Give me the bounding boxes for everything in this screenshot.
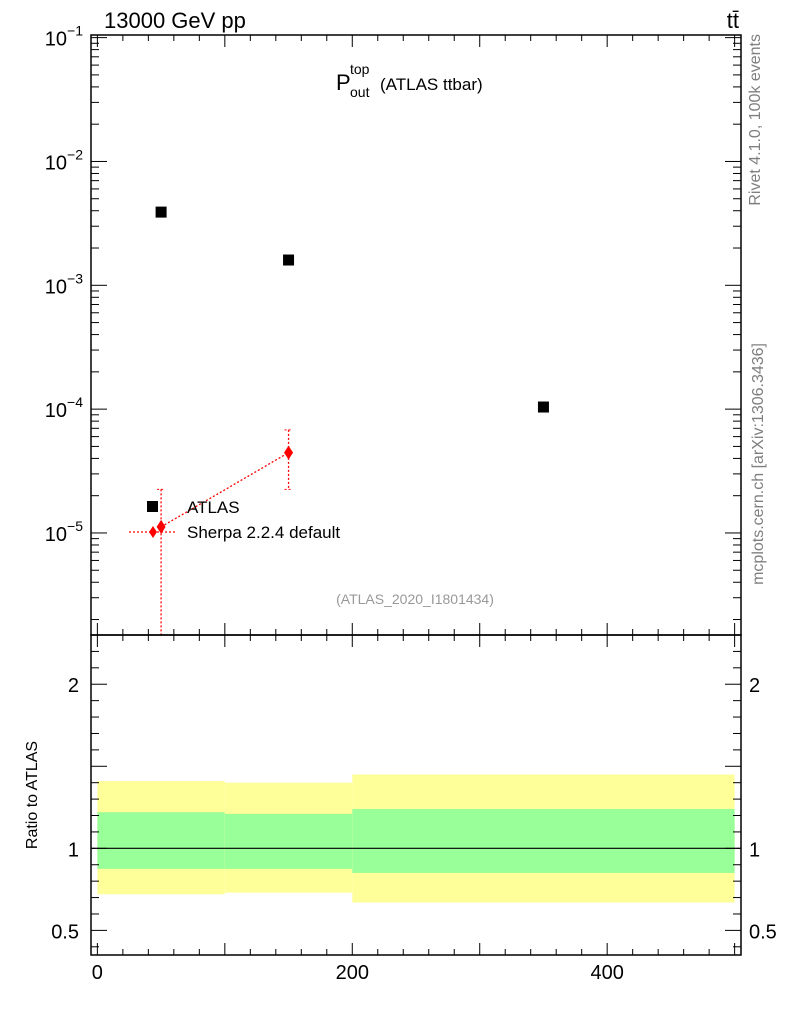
main-frame: [90, 34, 742, 636]
legend-atlas-label: ATLAS: [187, 498, 240, 517]
sherpa-line: [160, 452, 289, 528]
ratio-x-tick-label: 200: [336, 962, 369, 984]
main-y-tick-label: 10−2: [45, 146, 83, 174]
atlas-point: [537, 401, 549, 413]
main-y-tick-label: 10−5: [45, 518, 83, 546]
legend: ATLAS Sherpa 2.2.4 default: [129, 498, 340, 542]
legend-sherpa-marker: [149, 526, 157, 538]
ratio-y-tick-label-right: 1: [749, 839, 760, 861]
ratio-y-tick-label-left: 0.5: [51, 921, 79, 943]
ratio-x-tick-label: 0: [92, 962, 103, 984]
atlas-point: [283, 254, 295, 266]
ratio-band-inner: [352, 808, 735, 873]
plot-title-rest: (ATLAS ttbar): [380, 75, 483, 94]
plot-title-sub: out: [350, 84, 370, 100]
main-panel: 10−1 10−2 10−3 10−4 10−5 P top out (ATLAS tt…: [45, 23, 742, 636]
ratio-panel: 0 200 400 0.5 0.5 1 1 2 2 Ratio to ATLAS: [24, 634, 777, 984]
main-y-tick-label: 10−3: [45, 270, 83, 298]
main-data-layer: [155, 206, 549, 635]
ratio-band-inner: [224, 813, 353, 869]
ratio-frame: [90, 634, 742, 956]
ratio-y-tick-label-right: 0.5: [749, 921, 777, 943]
main-y-tick-label: 10−4: [45, 394, 83, 422]
analysis-id: (ATLAS_2020_I1801434): [336, 591, 494, 607]
mcplots-label: mcplots.cern.ch [arXiv:1306.3436]: [750, 343, 767, 585]
legend-atlas-marker: [147, 501, 158, 512]
ratio-bands: [97, 774, 735, 903]
main-axis-ticks: 10−1 10−2 10−3 10−4 10−5: [45, 23, 741, 635]
ratio-x-tick-label: 400: [590, 962, 623, 984]
rivet-label: Rivet 4.1.0, 100k events: [747, 34, 764, 206]
ratio-y-tick-label-left: 2: [68, 675, 79, 697]
ratio-y-tick-label-right: 2: [749, 675, 760, 697]
ratio-y-tick-label-left: 1: [68, 839, 79, 861]
sherpa-point: [284, 445, 294, 460]
main-y-tick-label: 10−1: [45, 23, 83, 51]
sherpa-point: [156, 519, 166, 534]
ratio-ylabel: Ratio to ATLAS: [24, 741, 41, 849]
legend-sherpa-label: Sherpa 2.2.4 default: [187, 523, 340, 542]
plot-title-main: P: [336, 70, 351, 95]
process-label: tt̄: [727, 8, 739, 33]
ratio-band-inner: [97, 812, 225, 869]
atlas-point: [155, 206, 167, 218]
plot-title-sup: top: [350, 61, 370, 77]
energy-label: 13000 GeV pp: [104, 8, 246, 33]
